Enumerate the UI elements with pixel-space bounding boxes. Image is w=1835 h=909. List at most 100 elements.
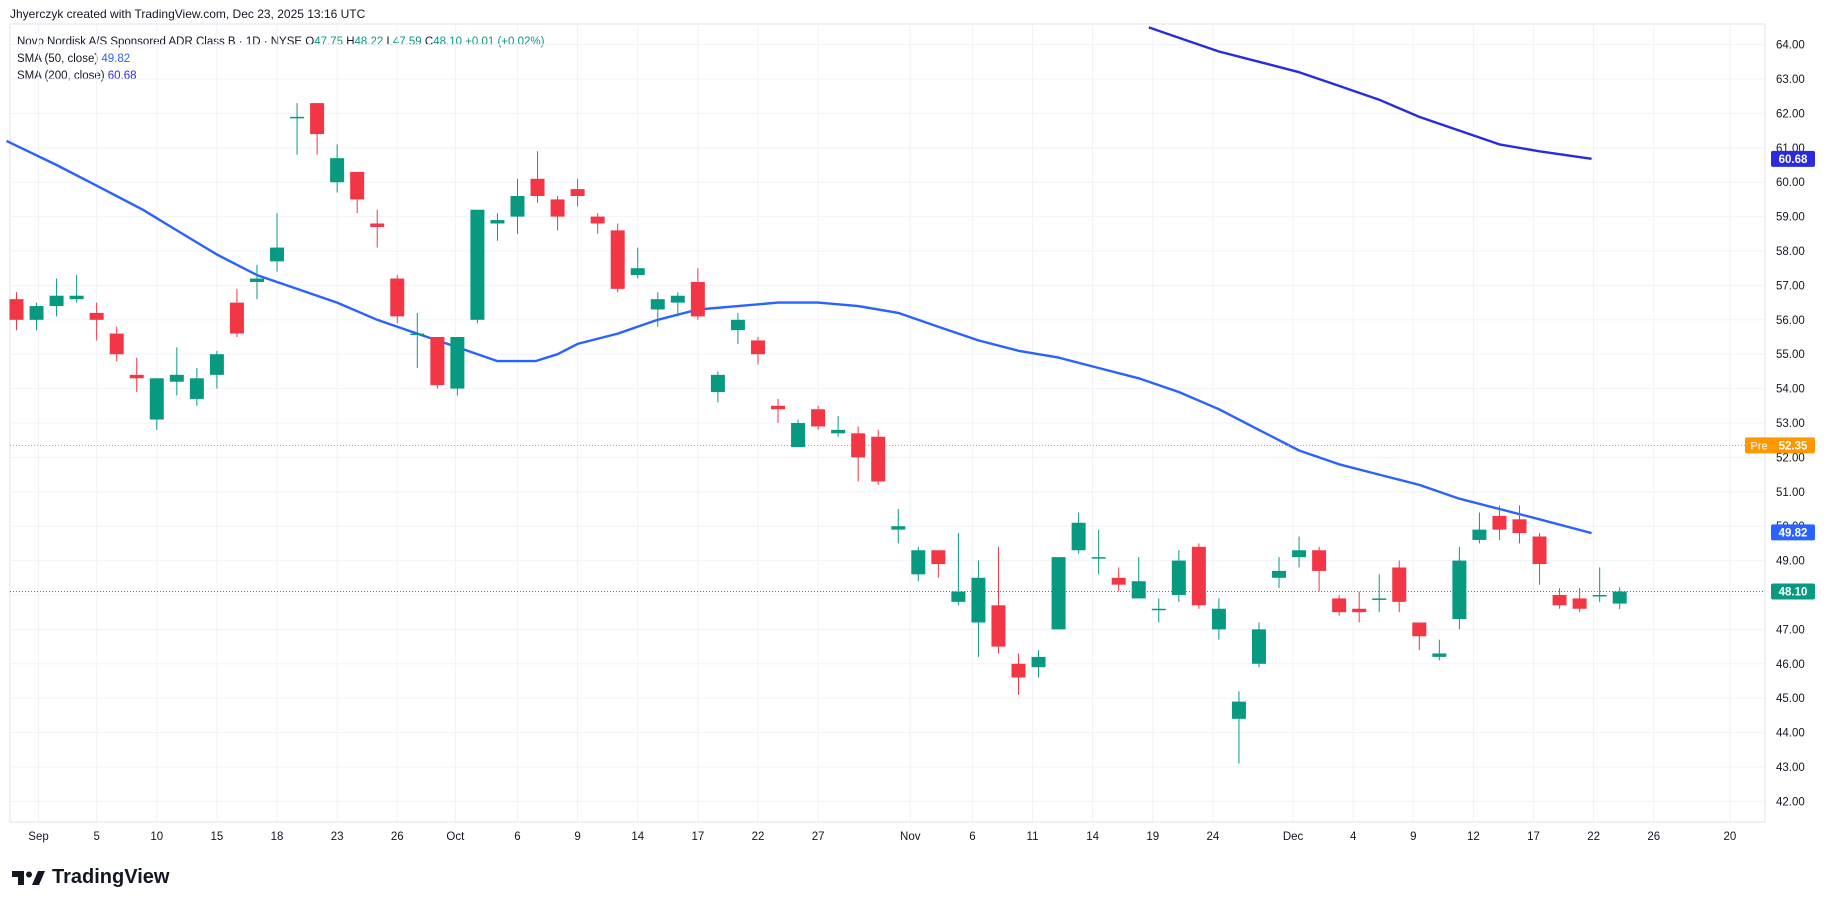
candle	[1131, 557, 1146, 599]
candle-body	[1472, 529, 1487, 540]
candle	[1231, 691, 1246, 764]
candle-body	[670, 295, 685, 303]
candle-body	[1512, 519, 1527, 534]
y-tick-label: 59.00	[1776, 212, 1805, 224]
low-label: L	[386, 36, 393, 48]
price-tags: 60.68 49.82 Pre 52.35 48.10	[1745, 150, 1815, 600]
candle	[149, 378, 164, 430]
candle	[1412, 622, 1427, 651]
candle-body	[590, 216, 605, 224]
sma-line	[5, 139, 1592, 535]
candle	[29, 302, 44, 331]
price-tag	[1771, 150, 1815, 167]
x-tick-label: 17	[691, 831, 704, 843]
y-tick-label: 54.00	[1776, 384, 1805, 396]
candle	[1452, 546, 1467, 630]
candle	[931, 550, 946, 578]
candle-body	[209, 354, 224, 375]
x-tick-label: 26	[1647, 831, 1660, 843]
candle-body	[490, 220, 505, 224]
candle	[1432, 639, 1447, 661]
y-tick-label: 64.00	[1776, 40, 1805, 52]
candle-body	[290, 116, 305, 119]
candle	[1031, 650, 1046, 678]
sma50-row[interactable]: SMA (50, close) 49.82	[17, 51, 544, 68]
candle-body	[1191, 546, 1206, 606]
candle	[1512, 505, 1527, 544]
x-tick-label: 10	[150, 831, 163, 843]
candle	[1011, 653, 1026, 695]
tradingview-logo[interactable]: TradingView	[12, 866, 169, 889]
candle-body	[310, 103, 325, 135]
candle	[89, 302, 104, 341]
candle-body	[1332, 598, 1347, 613]
price-axis: 42.0043.0044.0045.0046.0047.0048.0049.00…	[1776, 40, 1805, 809]
pre-market-label: Pre	[1750, 440, 1767, 452]
candle-body	[911, 550, 926, 575]
open-label: O	[305, 36, 315, 48]
candle	[811, 405, 826, 430]
price-tag	[1771, 437, 1815, 454]
y-tick-label: 53.00	[1776, 418, 1805, 430]
sma-line	[1148, 26, 1592, 160]
candle	[650, 292, 665, 327]
y-tick-label: 42.00	[1776, 796, 1805, 808]
candle	[1111, 567, 1126, 592]
candle-body	[270, 247, 285, 262]
candle	[710, 371, 725, 403]
candle	[1492, 505, 1507, 540]
time-axis: Sep 5 10 15 18 23 26 Oct 6 9 14 17 22 27 Nov 6 11 14 19 24 D…	[10, 821, 1765, 843]
candle-body	[9, 299, 24, 320]
candle-body	[249, 278, 264, 282]
candle	[1372, 574, 1387, 613]
chart-credit: Jhyerczyk created with TradingView.com, …	[10, 7, 366, 21]
candle-body	[530, 178, 545, 196]
tradingview-logo-icon	[12, 870, 45, 885]
candle	[1211, 598, 1226, 640]
candle	[851, 426, 866, 482]
sma50-value: 49.82	[101, 53, 131, 65]
candle	[610, 223, 625, 293]
candle-body	[811, 409, 826, 427]
candle-body	[69, 295, 84, 300]
tradingview-logo-text: TradingView	[52, 866, 170, 888]
x-tick-label: 12	[1467, 831, 1480, 843]
candle	[330, 144, 345, 193]
candle-body	[29, 306, 44, 320]
candle-body	[470, 209, 485, 320]
candle	[791, 419, 806, 448]
candle-body	[1292, 550, 1307, 558]
x-tick-label: 14	[631, 831, 644, 843]
candle	[1251, 622, 1266, 668]
candle-body	[330, 158, 345, 183]
candles	[9, 103, 1627, 764]
y-tick-label: 60.00	[1776, 177, 1805, 189]
candle-body	[791, 423, 806, 448]
candle-body	[1312, 550, 1327, 571]
candle-body	[871, 436, 886, 482]
candle-body	[129, 374, 144, 379]
y-tick-label: 46.00	[1776, 659, 1805, 671]
candle-body	[570, 189, 585, 196]
candle	[350, 171, 365, 214]
candle	[390, 275, 405, 324]
y-tick-label: 43.00	[1776, 762, 1805, 774]
candle-body	[49, 295, 64, 307]
candle	[951, 533, 966, 606]
candle-body	[1091, 557, 1106, 559]
candle	[590, 213, 605, 234]
candle	[1191, 543, 1206, 609]
candle-body	[1051, 557, 1066, 630]
candle	[1292, 536, 1307, 568]
price-tag-label: 52.35	[1779, 440, 1808, 452]
candle-body	[1552, 594, 1567, 606]
candle	[249, 264, 264, 300]
candle	[1552, 588, 1567, 609]
candle-body	[1171, 560, 1186, 595]
x-tick-label: 6	[514, 831, 520, 843]
high-label: H	[346, 36, 355, 48]
y-tick-label: 62.00	[1776, 108, 1805, 120]
chart-grid	[9, 23, 1766, 823]
candle	[510, 178, 525, 234]
